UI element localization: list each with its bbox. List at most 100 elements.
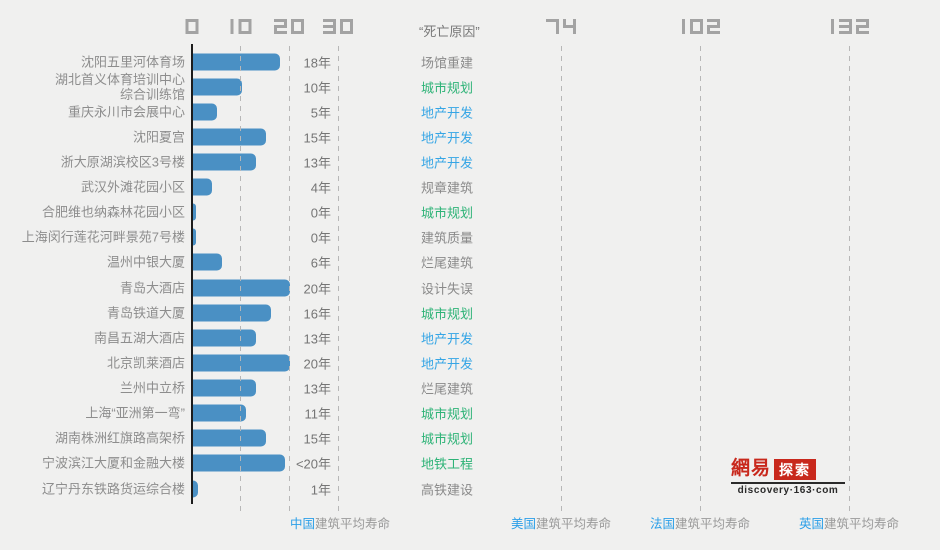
lifespan-value: 20年	[303, 356, 331, 372]
logo-domain-text: discovery·163·com	[737, 485, 839, 496]
lifespan-value: 4年	[310, 180, 331, 196]
lifespan-bar	[193, 203, 196, 221]
tick-digit	[707, 19, 720, 34]
death-cause-label: 地产开发	[421, 155, 474, 171]
building-label: 南昌五湖大酒店	[93, 330, 185, 346]
tick-digit	[291, 19, 304, 34]
lifespan-bar	[193, 228, 196, 246]
lifespan-value: 6年	[310, 255, 331, 271]
gridline	[561, 46, 562, 511]
chart-row: 湖北首义体育培训中心 综合训练馆 10年 城市规划	[0, 71, 940, 102]
building-label: 辽宁丹东铁路货运综合楼	[41, 481, 185, 497]
death-cause-label: 城市规划	[421, 306, 474, 322]
benchmark-suffix: 建筑平均寿命	[315, 517, 391, 531]
gridline	[338, 46, 339, 511]
building-label: 青岛铁道大厦	[106, 305, 185, 321]
chart-row: 浙大原湖滨校区3号楼 13年 地产开发	[0, 149, 940, 174]
building-label: 温州中银大厦	[106, 254, 185, 270]
tick-digit	[274, 19, 287, 34]
discovery-section-badge: 探索	[774, 458, 817, 480]
building-label: 武汉外滩花园小区	[80, 179, 185, 195]
cause-column-header: “死亡原因”	[419, 24, 480, 39]
benchmark-country: 法国	[649, 517, 675, 531]
death-cause-label: 城市规划	[421, 80, 474, 96]
axis-tick-label	[544, 19, 578, 34]
building-label: 重庆永川市会展中心	[67, 104, 185, 120]
benchmark-country: 美国	[510, 517, 536, 531]
lifespan-value: 13年	[303, 155, 331, 171]
death-cause-label: 城市规划	[421, 406, 474, 422]
death-cause-label: 地产开发	[421, 331, 474, 347]
lifespan-bar	[193, 153, 257, 171]
building-label: 沈阳五里河体育场	[80, 54, 185, 69]
lifespan-value: 13年	[303, 381, 331, 397]
lifespan-bar	[193, 253, 223, 271]
benchmark-label: 法国建筑平均寿命	[650, 513, 750, 532]
building-label: 浙大原湖滨校区3号楼	[60, 154, 185, 170]
building-label: 沈阳夏宫	[132, 129, 185, 145]
axis-tick-label	[184, 19, 201, 34]
lifespan-value: 5年	[310, 105, 331, 121]
chart-row: 兰州中立桥 13年 烂尾建筑	[0, 376, 940, 401]
building-label: 上海“亚洲第一弯”	[85, 405, 185, 421]
chart-row: 沈阳夏宫 15年 地产开发	[0, 124, 940, 149]
tick-digit	[229, 19, 235, 34]
building-label: 湖北首义体育培训中心 综合训练馆	[54, 71, 185, 102]
building-label: 上海闵行莲花河畔景苑7号楼	[21, 229, 185, 245]
tick-digit	[340, 19, 353, 34]
lifespan-value: <20年	[295, 456, 331, 472]
death-cause-label: 城市规划	[421, 431, 474, 447]
benchmark-label: 中国建筑平均寿命	[290, 513, 390, 532]
lifespan-value: 15年	[303, 130, 331, 146]
chart-row: 辽宁丹东铁路货运综合楼 1年 高铁建设	[0, 476, 940, 501]
gridline	[240, 46, 241, 511]
axis-tick-label	[227, 19, 254, 34]
chart-row: 沈阳五里河体育场 18年 场馆重建	[0, 49, 940, 74]
chart-row: 南昌五湖大酒店 13年 地产开发	[0, 325, 940, 350]
netease-brand-text: 網易	[731, 458, 772, 479]
tick-digit	[238, 19, 252, 34]
death-cause-label: 规章建筑	[421, 180, 474, 196]
death-cause-label: 地铁工程	[421, 456, 474, 472]
benchmark-suffix: 建筑平均寿命	[824, 517, 900, 531]
death-cause-label: 场馆重建	[421, 55, 474, 70]
death-cause-label: 烂尾建筑	[421, 381, 474, 397]
chart-row: 合肥维也纳森林花园小区 0年 城市规划	[0, 200, 940, 225]
axis-tick-label	[272, 19, 306, 34]
death-cause-label: 烂尾建筑	[421, 255, 474, 271]
chart-row: 上海闵行莲花河畔景苑7号楼 0年 建筑质量	[0, 225, 940, 250]
gridline	[700, 46, 701, 511]
death-cause-label: 城市规划	[421, 205, 474, 221]
benchmark-suffix: 建筑平均寿命	[536, 517, 612, 531]
lifespan-value: 11年	[304, 406, 332, 422]
lifespan-value: 13年	[303, 331, 331, 347]
y-axis-line	[191, 44, 193, 504]
lifespan-value: 18年	[303, 55, 331, 70]
tick-digit	[680, 19, 686, 34]
lifespan-bar	[193, 53, 281, 70]
lifespan-bar	[193, 480, 198, 498]
chart-row: 湖南株洲红旗路高架桥 15年 城市规划	[0, 426, 940, 451]
axis-tick-label	[678, 19, 722, 34]
tick-digit	[690, 19, 703, 34]
chart-row: 重庆永川市会展中心 5年 地产开发	[0, 99, 940, 124]
death-cause-label: 地产开发	[421, 130, 474, 146]
benchmark-suffix: 建筑平均寿命	[675, 517, 751, 531]
gridline	[849, 46, 850, 511]
building-label: 宁波滨江大厦和金融大楼	[41, 455, 185, 471]
tick-digit	[839, 19, 852, 34]
chart-row: 温州中银大厦 6年 烂尾建筑	[0, 250, 940, 275]
benchmark-label: 英国建筑平均寿命	[799, 513, 899, 532]
tick-digit	[563, 19, 576, 34]
benchmark-label: 美国建筑平均寿命	[511, 513, 611, 532]
lifespan-value: 0年	[310, 205, 331, 221]
lifespan-bar	[193, 329, 257, 347]
lifespan-value: 1年	[310, 482, 331, 498]
lifespan-value: 20年	[303, 281, 331, 297]
death-cause-label: 高铁建设	[421, 482, 474, 498]
building-label: 青岛大酒店	[119, 280, 185, 296]
lifespan-value: 15年	[303, 431, 331, 447]
lifespan-value: 0年	[310, 230, 331, 246]
building-label: 北京凯莱酒店	[106, 355, 185, 371]
